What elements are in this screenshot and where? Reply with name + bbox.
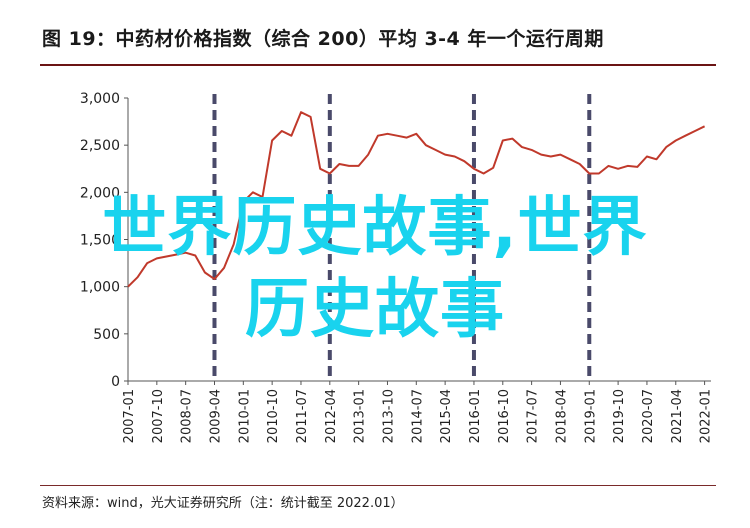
- y-tick-label: 0: [111, 374, 120, 390]
- x-tick-label: 2009-04: [208, 389, 223, 443]
- x-tick-label: 2014-07: [410, 389, 425, 443]
- y-tick-label: 500: [93, 327, 120, 343]
- x-tick-label: 2010-10: [266, 389, 281, 443]
- y-tick-label: 1,500: [80, 233, 120, 249]
- x-tick-label: 2010-01: [237, 389, 252, 443]
- x-tick-label: 2013-10: [381, 389, 396, 443]
- y-tick-label: 3,000: [80, 91, 120, 107]
- x-tick-label: 2017-07: [526, 389, 541, 443]
- chart-title: 图 19：中药材价格指数（综合 200）平均 3-4 年一个运行周期: [42, 28, 604, 50]
- y-tick-label: 2,500: [80, 138, 120, 154]
- x-tick-label: 2007-10: [151, 389, 166, 443]
- x-tick-label: 2019-10: [612, 389, 627, 443]
- x-tick-label: 2021-04: [670, 389, 685, 443]
- watermark-line-2: 历史故事: [245, 273, 505, 347]
- x-tick-label: 2008-07: [180, 389, 195, 443]
- x-tick-label: 2016-10: [497, 389, 512, 443]
- x-tick-label: 2013-01: [353, 389, 368, 443]
- y-axis: 0 500 1,000 1,500 2,000 2,500 3,000: [80, 91, 129, 390]
- bottom-rule: [40, 485, 716, 486]
- series: [127, 111, 706, 288]
- x-tick-label: 2022-01: [699, 389, 714, 443]
- series-line: [127, 111, 706, 288]
- watermark-line-1: 世界历史故事,世界: [102, 191, 648, 265]
- x-tick-label: 2016-01: [468, 389, 483, 443]
- x-tick-label: 2018-04: [554, 389, 569, 443]
- top-rule: [40, 64, 716, 66]
- x-tick-label: 2015-04: [439, 389, 454, 443]
- y-tick-label: 1,000: [80, 280, 120, 296]
- x-tick-label: 2011-07: [295, 389, 310, 443]
- x-axis: 2007-01 2007-10 2008-07 2009-04 2010-01 2010-…: [122, 380, 714, 443]
- x-tick-label: 2019-01: [583, 389, 598, 443]
- y-tick-label: 2,000: [80, 185, 120, 201]
- source-note: 资料来源：wind，光大证券研究所（注：统计截至 2022.01）: [42, 496, 404, 511]
- x-tick-label: 2007-01: [122, 389, 137, 443]
- x-tick-label: 2020-07: [641, 389, 656, 443]
- x-tick-label: 2012-04: [324, 389, 339, 443]
